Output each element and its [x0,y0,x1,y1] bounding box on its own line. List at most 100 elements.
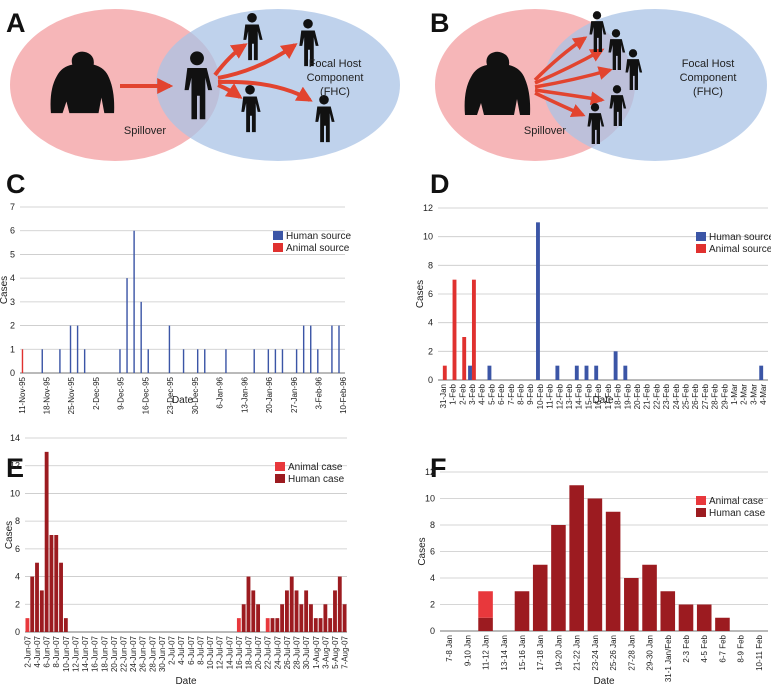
bar [225,349,227,373]
bar [468,365,472,380]
x-tick-label: 2-3 Feb [682,634,691,662]
arrow [217,79,313,102]
x-tick-label: 13-Feb [565,383,574,409]
arrow [213,43,248,77]
x-tick-label: 18-Nov-95 [42,376,51,414]
bar [342,604,347,632]
bar [299,604,304,632]
legend-label: Animal case [709,496,764,507]
fhc-label: (FHC) [320,86,350,98]
legend-label: Animal case [288,462,343,473]
x-tick-label: 6-Jun-07 [43,635,52,667]
x-tick-label: 11-12 Jan [482,635,491,670]
chart-panel: C 0 1 2 3 4 5 6 7 Cases Date 11-Nov-95 18-Nov-95 25-N… [0,169,351,414]
spillover-label: Spillover [124,125,167,137]
bar [715,617,730,631]
bar [594,365,599,380]
bar [59,349,61,373]
x-tick-label: 29-Feb [720,383,729,409]
y-tick-label: 14 [10,433,20,443]
y-tick-label: 10 [10,488,20,498]
legend-swatch [275,474,285,483]
x-tick-label: 1-Aug-07 [312,635,321,668]
bar [39,590,44,632]
x-tick-label: 30-Jul-07 [302,635,311,669]
x-tick-label: 21-22 Jan [573,635,582,671]
x-tick-label: 17-18 Jan [536,635,545,671]
x-tick-label: 16-Jul-07 [235,635,244,669]
focal-host-circle [543,9,767,161]
x-tick-label: 17-Feb [604,383,613,409]
x-tick-label: 15-16 Jan [518,635,527,671]
y-tick-label: 8 [430,520,435,530]
x-tick-label: 22-Jul-07 [264,635,273,669]
bar [147,349,149,373]
bar [241,604,246,632]
arrow [534,48,605,85]
x-tick-label: 1-Mar [730,384,739,405]
bar [49,535,54,632]
y-tick-label: 8 [428,260,433,270]
x-tick-label: 6-Feb [497,383,506,404]
bar [21,349,24,373]
bar [275,618,280,632]
arrow [217,83,243,99]
y-tick-label: 8 [15,516,20,526]
arrow [217,43,298,80]
legend-swatch [696,244,706,253]
focal-host-circle [156,9,400,161]
x-tick-label: 22-Jun-07 [120,635,129,672]
x-tick-label: 28-Jul-07 [293,635,302,669]
x-tick-label: 20-Jun-07 [110,635,119,672]
y-tick-label: 0 [10,368,15,378]
x-tick-label: 8-Jul-07 [196,635,205,664]
x-tick-label: 5-Feb [487,383,496,404]
fhc-label: Focal Host [309,58,362,70]
y-tick-label: 0 [428,375,433,385]
x-tick-label: 13-Jan-96 [240,376,249,413]
y-tick-label: 10 [425,494,435,504]
x-tick-label: 2-Dec-95 [92,376,101,409]
bar [328,618,333,632]
bar [253,349,255,373]
bar [532,564,548,631]
x-tick-label: 4-5 Feb [700,634,709,662]
fhc-label: Component [307,72,364,84]
y-tick-label: 6 [15,544,20,554]
arrow [533,36,588,82]
bar [83,349,86,373]
bar [333,590,337,632]
panel-letter: D [430,169,450,199]
bar [555,365,560,380]
bar [678,604,694,631]
x-tick-label: 14-Feb [575,383,584,409]
x-tick-label: 10-Jun-07 [62,635,71,672]
bar [44,451,49,632]
x-tick-label: 20-Jan-96 [265,376,274,413]
x-axis-label: Date [592,395,614,406]
x-tick-label: 13-14 Jan [500,635,509,671]
x-tick-label: 7-8 Jan [445,635,454,662]
y-tick-label: 0 [15,627,20,637]
legend-label: Human source [286,231,351,242]
bar [304,590,309,632]
y-tick-label: 1 [10,344,15,354]
bar [140,301,142,373]
x-tick-label: 3-Feb [468,383,477,404]
bar [246,576,251,632]
arrow [534,88,605,106]
bar [337,576,342,632]
x-tick-label: 2-Jul-07 [168,635,177,664]
bar [642,564,657,631]
panel-letter: E [6,453,24,483]
legend-swatch [696,508,706,517]
bar [126,278,128,373]
legend-swatch [696,232,706,241]
x-axis-label: Date [593,676,615,687]
bar [551,525,566,631]
bar [196,349,199,373]
bar [302,325,305,373]
bar [584,365,589,380]
y-tick-label: 4 [428,318,433,328]
